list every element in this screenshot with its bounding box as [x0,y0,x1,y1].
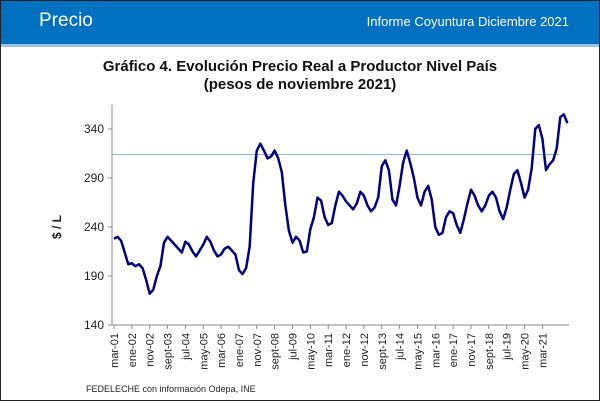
x-tick-label: ene-02 [127,333,139,367]
x-tick-label: mar-01 [109,333,121,368]
x-tick-label: sept-03 [163,333,175,370]
price-series-line [113,113,569,295]
y-tick-label: 140 [84,318,104,332]
x-tick-label: ene-12 [341,333,353,367]
line-chart: 140 190 240 290 340 $ / L mar-01 ene-02 nov-02 se… [50,104,569,370]
x-tick-label: nov-07 [252,333,264,367]
header-bar: Precio Informe Coyuntura Diciembre 2021 [1,1,599,47]
y-tick-label: 290 [84,171,104,185]
x-tick-label: jul-14 [395,333,407,361]
report-title: Informe Coyuntura Diciembre 2021 [366,14,569,29]
section-title: Precio [39,10,93,31]
x-tick-label: sept-18 [484,333,496,370]
x-tick-label: jul-09 [288,333,300,361]
x-tick-label: may-05 [198,333,210,370]
x-tick-label: mar-11 [323,333,335,367]
x-tick-label: mar-21 [537,333,549,368]
chart-subtitle: (pesos de noviembre 2021) [203,76,397,93]
x-tick-label: sept-13 [377,333,389,370]
chart-title: Gráfico 4. Evolución Precio Real a Produ… [102,58,498,75]
x-tick-label: may-20 [520,333,532,370]
x-tick-label: nov-17 [466,333,478,367]
x-tick-label: jul-04 [180,333,192,361]
x-tick-label: sept-08 [270,333,282,370]
x-tick-label: nov-02 [145,333,157,367]
x-tick-label: ene-07 [234,333,246,367]
y-tick-label: 240 [84,220,104,234]
x-tick-label: mar-16 [430,333,442,368]
y-axis-label: $ / L [50,215,64,239]
x-tick-label: nov-12 [359,333,371,367]
x-tick-label: may-10 [305,333,317,370]
x-tick-label: mar-06 [216,333,228,368]
source-note: FEDELECHE con información Odepa, INE [86,384,256,394]
x-tick-label: ene-17 [448,333,460,367]
y-tick-label: 190 [84,269,104,283]
y-tick-label: 340 [84,122,104,136]
x-tick-label: jul-19 [502,333,514,361]
x-tick-label: may-15 [412,333,424,370]
